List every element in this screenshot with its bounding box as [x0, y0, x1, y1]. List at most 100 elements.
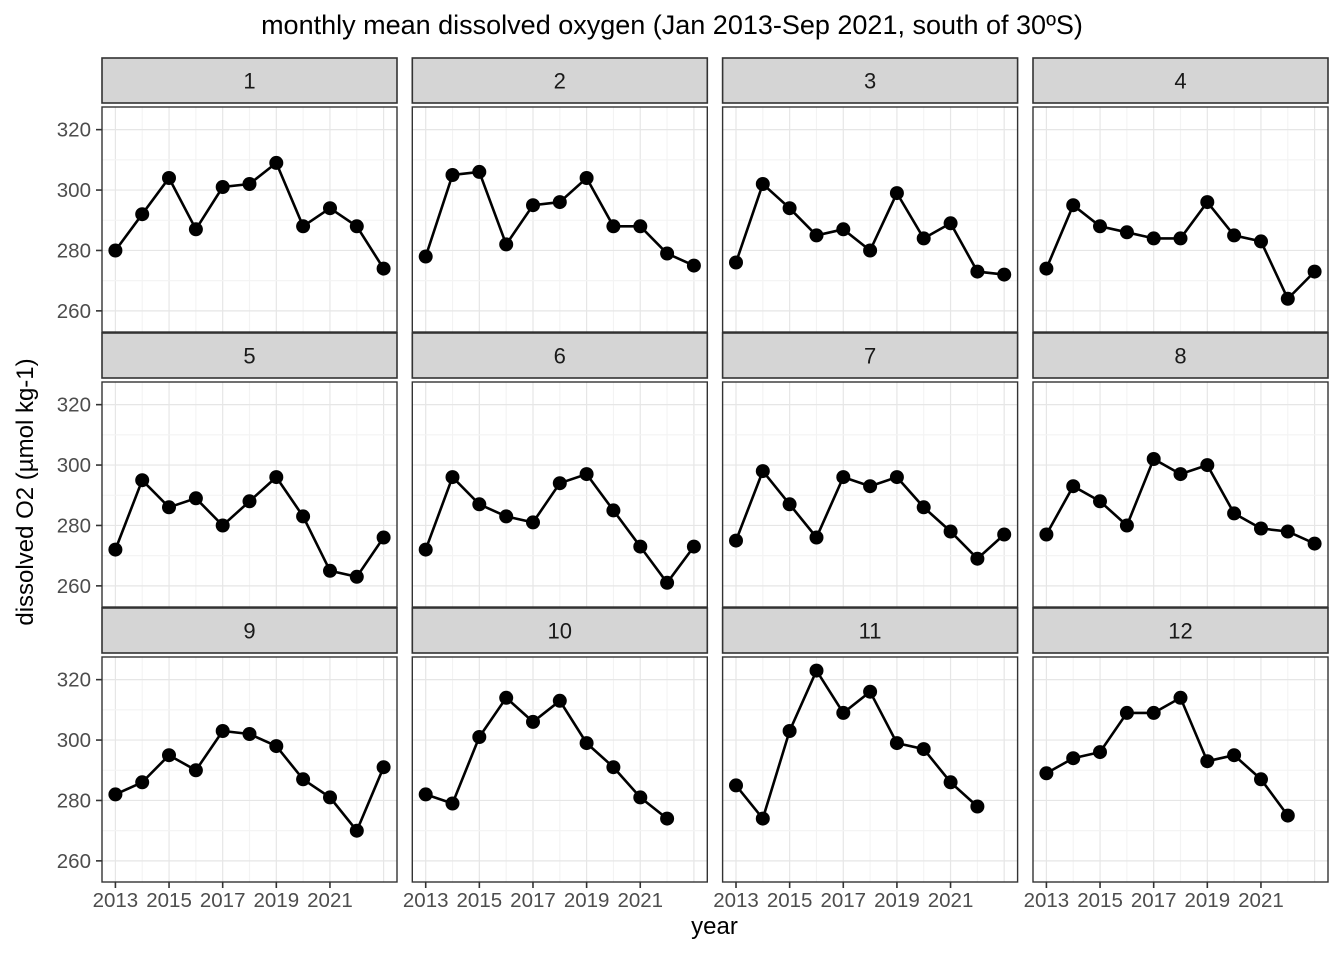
- data-point: [782, 497, 797, 512]
- data-point: [579, 736, 594, 751]
- data-point: [1093, 745, 1107, 760]
- data-point: [1200, 754, 1215, 769]
- data-point: [863, 684, 878, 699]
- y-tick-label: 320: [57, 394, 91, 417]
- data-point: [323, 201, 337, 216]
- data-point: [809, 228, 824, 243]
- panel-border: [721, 381, 1019, 608]
- x-tick-label: 2013: [1024, 889, 1070, 912]
- data-point: [1066, 198, 1081, 213]
- gridlines: [102, 382, 397, 607]
- x-tick-label: 2013: [403, 889, 449, 912]
- data-point: [606, 760, 621, 775]
- y-tick-label: 260: [57, 850, 91, 873]
- data-point: [686, 539, 701, 554]
- panel-border: [1032, 656, 1329, 883]
- data-point: [135, 775, 150, 790]
- facet-strip-label: 5: [243, 344, 255, 369]
- data-point: [188, 222, 203, 237]
- data-point: [445, 796, 460, 811]
- data-point: [1227, 228, 1242, 243]
- data-line: [425, 695, 668, 820]
- x-tick-label: 2017: [1131, 889, 1177, 912]
- data-point: [526, 515, 540, 530]
- y-tick-label: 300: [57, 179, 91, 202]
- data-point: [418, 542, 433, 557]
- facet-8: 8: [1032, 332, 1329, 608]
- panel-border: [411, 106, 708, 333]
- facet-4: 4: [1032, 57, 1329, 333]
- facet-6: 6: [411, 332, 709, 608]
- data-point: [376, 760, 391, 775]
- data-point: [552, 476, 567, 491]
- data-point: [943, 216, 958, 231]
- facet-strip: [101, 57, 398, 104]
- facet-12: 12 2013 2015 2017 2019 2021: [1024, 607, 1329, 912]
- data-point: [970, 551, 985, 566]
- facet-strip-label: 7: [864, 344, 876, 369]
- data-point: [660, 246, 675, 261]
- data-point: [1227, 748, 1242, 763]
- data-point: [242, 494, 257, 509]
- facet-strip: [721, 332, 1019, 379]
- data-point: [269, 739, 284, 754]
- x-tick-label: 2021: [307, 889, 353, 912]
- data-point: [1119, 705, 1134, 720]
- facet-strip: [721, 57, 1019, 104]
- gridlines: [1033, 382, 1328, 607]
- data-point: [242, 727, 257, 741]
- x-tick-label: 2019: [874, 889, 920, 912]
- data-point: [660, 811, 675, 826]
- data-point: [323, 790, 337, 805]
- data-point: [606, 503, 621, 518]
- panel-border: [101, 106, 398, 333]
- data-point: [445, 470, 460, 485]
- panel-border: [411, 656, 708, 883]
- x-tick-label: 2015: [767, 889, 813, 912]
- data-point: [1066, 751, 1081, 766]
- data-point: [809, 663, 824, 678]
- facet-strip-label: 2: [554, 69, 566, 94]
- panel-border: [1032, 381, 1329, 608]
- data-point: [215, 518, 230, 533]
- x-tick-label: 2015: [146, 889, 192, 912]
- data-point: [296, 772, 311, 787]
- panel-border: [1032, 106, 1329, 333]
- facet-strip: [1032, 332, 1329, 379]
- data-point: [349, 823, 364, 838]
- gridlines: [412, 382, 708, 607]
- data-point: [296, 509, 311, 524]
- data-point: [349, 219, 364, 234]
- data-point: [1280, 524, 1295, 539]
- data-point: [296, 219, 311, 234]
- data-point: [1093, 494, 1107, 509]
- data-point: [889, 736, 904, 751]
- data-point: [323, 563, 337, 578]
- data-point: [552, 693, 567, 708]
- data-point: [1146, 452, 1161, 466]
- data-point: [633, 219, 648, 234]
- gridlines: [412, 657, 708, 882]
- data-point: [1039, 527, 1054, 542]
- data-point: [1039, 261, 1054, 276]
- panel-border: [101, 656, 398, 883]
- facet-strip-label: 1: [243, 69, 255, 94]
- data-point: [1066, 479, 1081, 494]
- data-point: [809, 530, 824, 545]
- data-point: [188, 763, 203, 778]
- data-point: [108, 243, 123, 258]
- data-point: [1254, 234, 1268, 249]
- data-point: [863, 243, 878, 258]
- data-point: [1280, 291, 1295, 306]
- facet-strip: [1032, 607, 1329, 654]
- data-point: [916, 231, 931, 246]
- facet-strip-label: 4: [1174, 69, 1186, 94]
- data-point: [916, 500, 931, 515]
- data-point: [526, 714, 540, 729]
- gridlines: [722, 107, 1018, 332]
- data-point: [349, 569, 364, 584]
- facet-strip: [1032, 57, 1329, 104]
